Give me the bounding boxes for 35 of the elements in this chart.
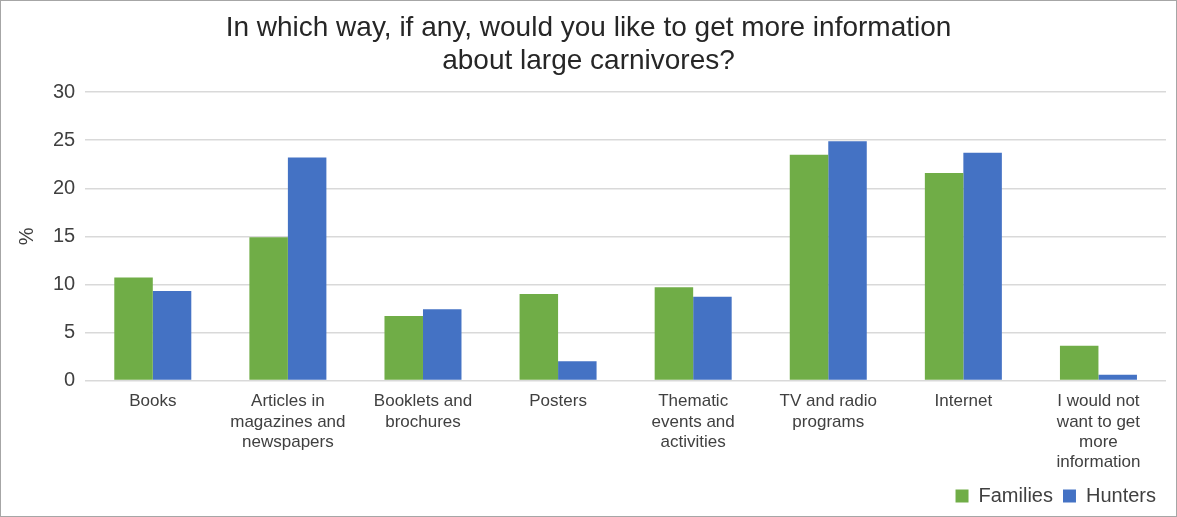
x-tick-label: Posters bbox=[529, 391, 587, 411]
bar bbox=[789, 154, 829, 380]
bar bbox=[693, 296, 732, 380]
bar bbox=[1059, 345, 1099, 380]
bar bbox=[422, 309, 462, 380]
bar bbox=[558, 361, 597, 380]
y-tick-label: 5 bbox=[64, 319, 76, 342]
y-tick-label: 20 bbox=[53, 175, 76, 198]
y-tick-label: 10 bbox=[53, 271, 76, 294]
bar bbox=[114, 277, 153, 380]
bar bbox=[963, 152, 1002, 380]
bar bbox=[924, 172, 964, 380]
bar bbox=[384, 316, 423, 380]
bar bbox=[152, 291, 192, 380]
y-tick-label: 25 bbox=[53, 127, 76, 150]
bar bbox=[828, 141, 867, 380]
y-tick-label: 30 bbox=[53, 79, 76, 102]
x-tick-label: Articles in magazines and newspapers bbox=[230, 391, 346, 452]
x-tick-label: Internet bbox=[934, 391, 993, 411]
y-tick-label: 15 bbox=[53, 223, 76, 246]
bar bbox=[287, 157, 327, 380]
bar bbox=[519, 293, 559, 380]
legend-label: Hunters bbox=[1085, 483, 1156, 506]
bar bbox=[1098, 374, 1137, 380]
x-tick-label: I would not want to get more information bbox=[1055, 391, 1141, 472]
y-tick-label: 0 bbox=[64, 367, 76, 390]
bar bbox=[654, 287, 694, 380]
bar bbox=[249, 237, 288, 380]
legend-label: Families bbox=[978, 483, 1053, 506]
x-tick-label: TV and radio programs bbox=[779, 391, 877, 431]
x-tick-label: Thematic events and activities bbox=[651, 391, 735, 452]
x-tick-label: Books bbox=[129, 391, 177, 411]
x-tick-label: Booklets and brochures bbox=[373, 391, 473, 431]
y-axis-title: % bbox=[14, 227, 37, 246]
chart-title: In which way, if any, would you like to get more information about large carnivores? bbox=[225, 10, 952, 76]
